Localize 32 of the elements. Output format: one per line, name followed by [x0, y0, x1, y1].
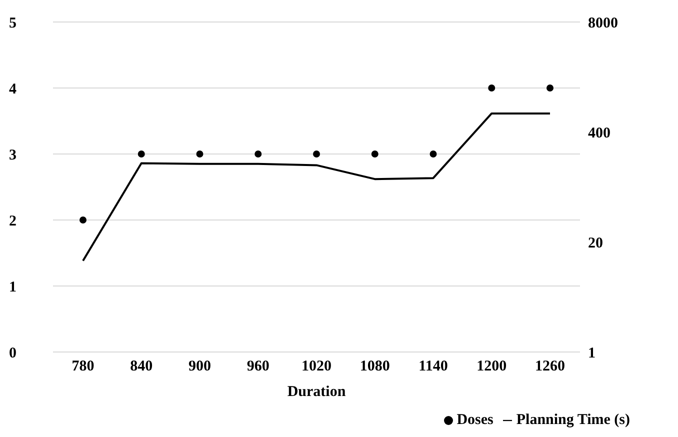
y-tick-label: 0 — [9, 345, 16, 362]
point — [430, 150, 437, 158]
x-tick-label: 1140 — [418, 358, 448, 375]
y2-tick-label: 20 — [588, 235, 603, 252]
point — [313, 150, 320, 158]
legend-label: Doses — [456, 412, 494, 428]
x-tick-label: 960 — [246, 358, 270, 375]
y-tick-label: 4 — [9, 81, 17, 98]
y-tick-label: 3 — [9, 147, 16, 164]
x-tick-label: 840 — [130, 358, 153, 375]
point — [371, 150, 378, 158]
y2-tick-label: 1 — [588, 345, 596, 362]
x-tick-label: 780 — [72, 358, 94, 375]
point — [196, 150, 204, 158]
x-tick-label: 900 — [188, 358, 211, 375]
y2-tick-label: 400 — [588, 125, 610, 142]
line-series — [82, 112, 551, 262]
y2-tick-label: 8000 — [588, 15, 618, 32]
point — [254, 150, 262, 158]
x-axis-title: Duration — [287, 384, 346, 400]
point — [488, 84, 496, 92]
y-tick-label: 2 — [9, 213, 16, 230]
y-tick-label: 1 — [9, 279, 16, 296]
legend-label: Planning Time (s) — [516, 412, 630, 428]
x-tick-label: 1200 — [476, 358, 507, 375]
point — [138, 150, 145, 158]
point — [80, 216, 86, 224]
point — [546, 84, 554, 92]
y-tick-label: 5 — [9, 15, 16, 32]
x-tick-label: 1020 — [302, 358, 332, 375]
x-tick-label: 1080 — [360, 358, 390, 375]
x-tick-label: 1260 — [535, 358, 565, 375]
